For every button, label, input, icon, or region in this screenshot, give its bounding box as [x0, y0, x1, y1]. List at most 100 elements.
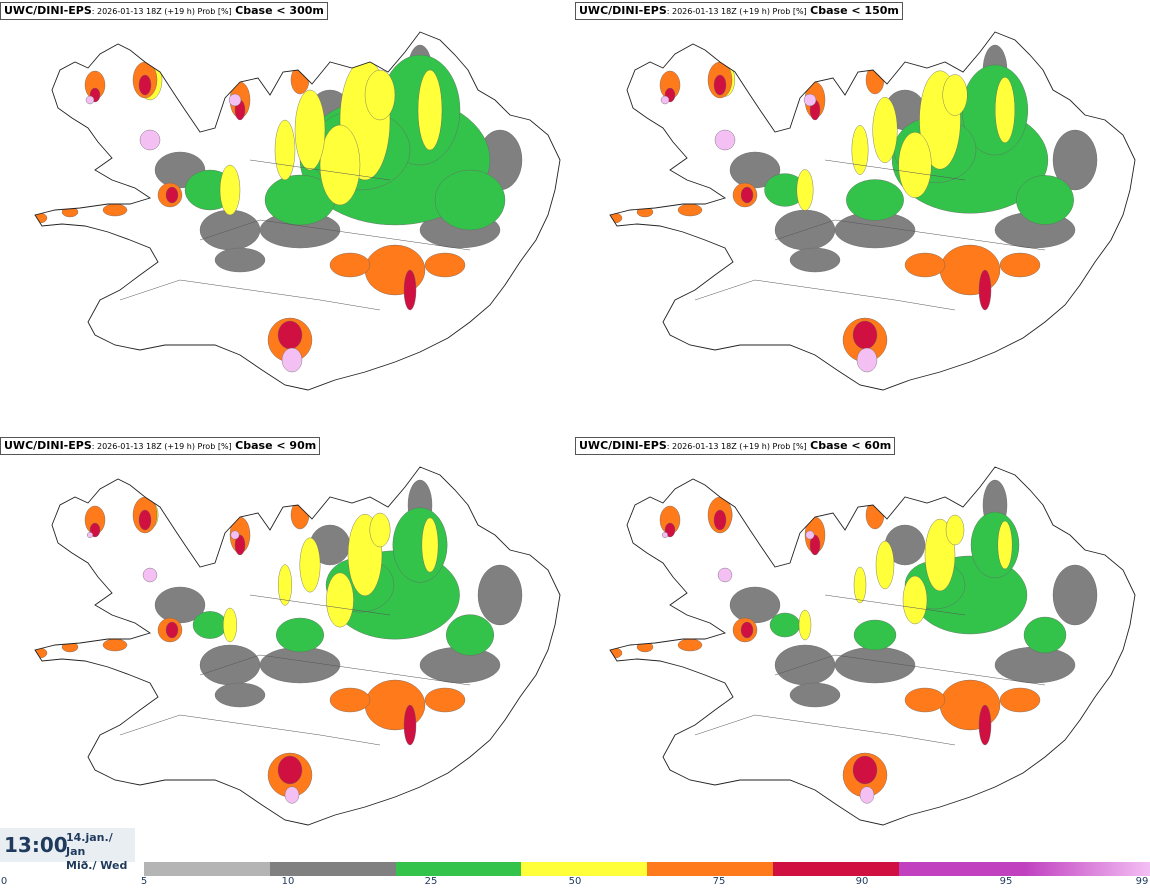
colorbar-segment [144, 862, 271, 876]
map-panel-cbase-60m: UWC/DINI-EPS: 2026-01-13 18Z (+19 h) Pro… [575, 435, 1150, 870]
probability-blob [142, 567, 158, 583]
colorbar-tick-label: 5 [140, 876, 148, 887]
probability-blob [846, 179, 904, 221]
colorbar-tick-label: 0 [0, 876, 8, 887]
probability-blob [1016, 175, 1074, 225]
probability-blob [228, 93, 242, 107]
probability-blob [477, 564, 523, 626]
probability-blob [740, 621, 754, 639]
probability-blob [139, 129, 161, 151]
colorbar-segment [395, 862, 522, 876]
probability-field [610, 44, 1098, 373]
probability-blob [789, 247, 841, 273]
iceland-probability-map [609, 466, 1136, 826]
probability-blob [809, 534, 821, 556]
colorbar-tick-label: 25 [424, 876, 438, 887]
probability-blob [102, 638, 128, 652]
map-panel-cbase-150m: UWC/DINI-EPS: 2026-01-13 18Z (+19 h) Pro… [575, 0, 1150, 435]
probability-blob [729, 586, 781, 624]
coastline [34, 31, 561, 391]
probability-blob [1052, 564, 1098, 626]
panel-title: UWC/DINI-EPS: 2026-01-13 18Z (+19 h) Pro… [575, 2, 903, 20]
probability-blob [85, 95, 95, 105]
probability-blob [717, 567, 733, 583]
probability-blob [434, 169, 506, 231]
valid-time-clock: 13:00 [4, 833, 68, 857]
probability-blob [417, 69, 443, 151]
probability-blob [852, 755, 878, 785]
probability-blob [154, 586, 206, 624]
probability-blob [219, 164, 241, 216]
map-panel-cbase-300m: UWC/DINI-EPS: 2026-01-13 18Z (+19 h) Pro… [0, 0, 575, 435]
probability-blob [999, 687, 1041, 713]
probability-blob [999, 252, 1041, 278]
probability-blob [222, 607, 237, 643]
probability-blob [856, 347, 878, 373]
probability-blob [421, 517, 439, 573]
probability-blob [369, 512, 391, 548]
iceland-probability-map [34, 31, 561, 391]
probability-blob [859, 786, 875, 804]
probability-blob [35, 212, 48, 224]
probability-blob [978, 269, 992, 311]
probability-colorbar [144, 862, 1150, 876]
probability-blob [424, 252, 466, 278]
probability-blob [138, 74, 152, 96]
probability-blob [978, 704, 992, 746]
probability-blob [803, 93, 817, 107]
probability-blob [277, 320, 303, 350]
probability-blob [851, 125, 869, 175]
roads [694, 594, 1046, 746]
map-panel-cbase-90m: UWC/DINI-EPS: 2026-01-13 18Z (+19 h) Pro… [0, 435, 575, 870]
probability-blob [214, 247, 266, 273]
probability-blob [102, 203, 128, 217]
probability-blob [329, 252, 371, 278]
probability-blob [834, 646, 916, 684]
probability-blob [997, 520, 1013, 570]
probability-blob [230, 530, 240, 540]
probability-blob [898, 131, 932, 198]
probability-blob [677, 203, 703, 217]
probability-blob [274, 119, 296, 181]
probability-blob [392, 507, 448, 583]
probability-blob [403, 269, 417, 311]
probability-blob [740, 186, 754, 204]
probability-blob [86, 531, 93, 538]
probability-field [35, 44, 523, 373]
probability-field [35, 479, 523, 804]
probability-blob [805, 530, 815, 540]
probability-blob [902, 575, 928, 625]
probability-blob [277, 755, 303, 785]
colorbar-segment [898, 862, 1025, 876]
probability-blob [138, 509, 152, 531]
coastline [609, 31, 1136, 391]
probability-blob [904, 687, 946, 713]
probability-blob [424, 687, 466, 713]
probability-blob [234, 534, 246, 556]
probability-blob [852, 320, 878, 350]
probability-blob [165, 186, 179, 204]
probability-blob [872, 96, 898, 163]
probability-blob [796, 169, 814, 211]
probability-blob [278, 564, 293, 606]
iceland-probability-map [34, 466, 561, 826]
valid-weekday-line: Mið./ Wed [66, 859, 128, 872]
probability-blob [729, 151, 781, 189]
probability-blob [713, 509, 727, 531]
probability-blob [276, 617, 325, 653]
probability-blob [259, 646, 341, 684]
probability-blob [610, 212, 623, 224]
colorbar-tick-label: 50 [568, 876, 582, 887]
valid-time-box: 13:00 14.jan./ Jan Mið./ Wed [0, 828, 135, 872]
probability-blob [284, 786, 300, 804]
valid-date-line: 14.jan./ Jan [66, 831, 113, 858]
colorbar-segment [269, 862, 396, 876]
colorbar-tick-label: 99 [1135, 876, 1149, 887]
probability-field [610, 479, 1098, 804]
probability-blob [35, 647, 48, 659]
colorbar-segment [521, 862, 648, 876]
probability-blob [214, 682, 266, 708]
probability-blob [945, 514, 965, 546]
probability-blob [994, 76, 1016, 143]
probability-blob [714, 129, 736, 151]
